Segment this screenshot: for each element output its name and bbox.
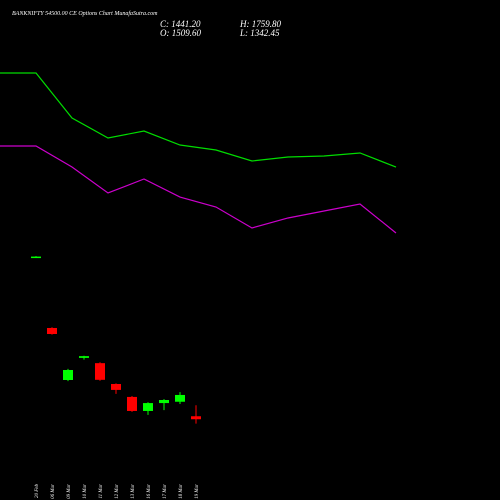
header-open: O: 1509.60	[160, 28, 201, 38]
candle-body	[95, 363, 105, 380]
x-tick-label: 11 Mar	[99, 484, 104, 499]
candle-body	[175, 394, 185, 402]
candle-body	[111, 383, 121, 390]
x-tick-label: 18 Mar	[179, 484, 184, 499]
candle-body	[159, 400, 169, 404]
x-tick-label: 16 Mar	[147, 484, 152, 499]
x-tick-label: 12 Mar	[115, 484, 120, 499]
candle-body	[31, 256, 41, 259]
x-tick-label: 10 Mar	[83, 484, 88, 499]
candle-body	[127, 396, 137, 411]
candle-body	[79, 356, 89, 358]
candle-body	[191, 416, 201, 420]
candle-body	[47, 327, 57, 334]
x-tick-label: 20 Feb	[35, 484, 40, 499]
header-low: L: 1342.45	[239, 28, 280, 38]
x-tick-label: 13 Mar	[131, 484, 136, 499]
candle-body	[63, 370, 73, 380]
indicator-line	[0, 72, 397, 168]
chart-title: BANKNIFTY 54500.00 CE Options Chart Muna…	[12, 10, 158, 17]
x-tick-label: 06 Mar	[51, 484, 56, 499]
indicator-line	[0, 145, 397, 234]
header-close: C: 1441.20	[160, 19, 201, 29]
candle-body	[143, 403, 153, 411]
header-high: H: 1759.80	[239, 19, 281, 29]
x-tick-label: 17 Mar	[163, 484, 168, 499]
x-tick-label: 19 Mar	[195, 484, 200, 499]
x-tick-label: 09 Mar	[67, 484, 72, 499]
